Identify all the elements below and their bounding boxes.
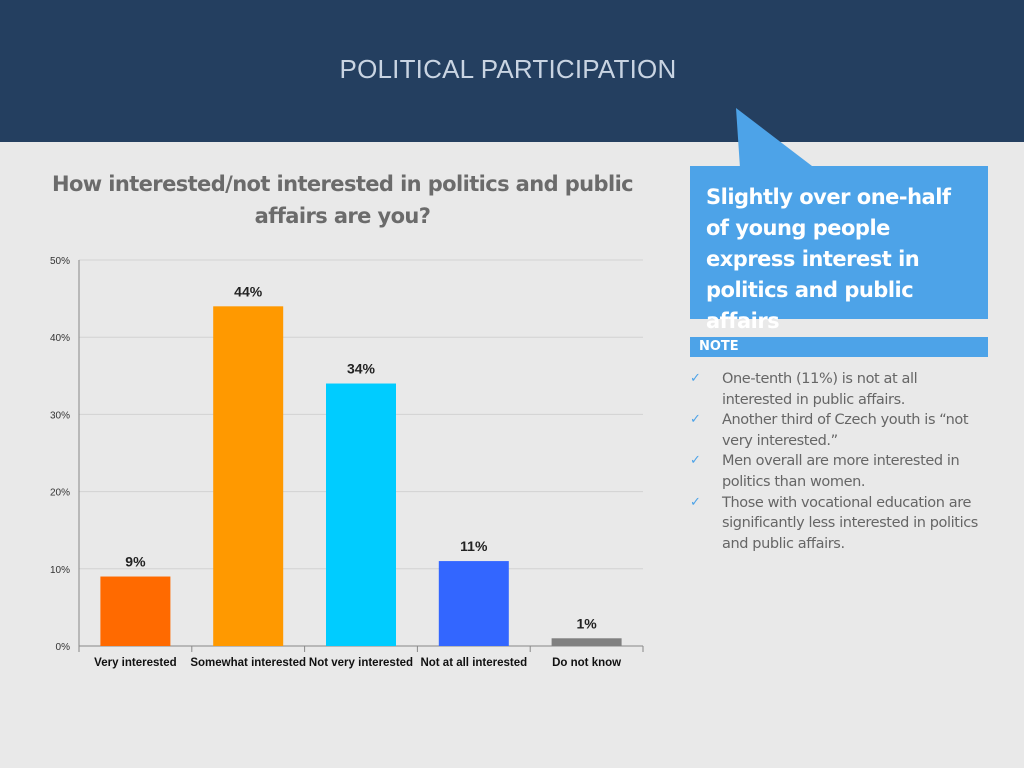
data-label: 1%: [576, 615, 597, 631]
note-item-text: Men overall are more interested in polit…: [722, 453, 960, 490]
chart-title: How interested/not interested in politic…: [51, 172, 634, 228]
check-icon: ✓: [690, 412, 701, 428]
page-title: POLITICAL PARTICIPATION: [339, 54, 677, 84]
note-item: ✓ Another third of Czech youth is “not v…: [690, 410, 990, 451]
bar: [326, 383, 396, 646]
callout-text: Slightly over one-half of young people e…: [706, 185, 951, 333]
check-icon: ✓: [690, 371, 701, 386]
y-tick-label: 50%: [50, 256, 70, 267]
note-list: ✓ One-tenth (11%) is not at all interest…: [690, 369, 990, 554]
data-label: 44%: [234, 283, 263, 299]
y-tick-label: 40%: [50, 333, 70, 344]
note-item: ✓ One-tenth (11%) is not at all interest…: [690, 369, 990, 410]
check-icon: ✓: [690, 453, 701, 469]
bar: [551, 638, 622, 646]
note-item-text: One-tenth (11%) is not at all interested…: [722, 371, 918, 408]
note-header: NOTE: [690, 337, 988, 357]
y-tick-label: 0%: [56, 642, 71, 653]
y-tick-label: 20%: [50, 488, 70, 499]
category-label: Somewhat interested: [190, 657, 306, 669]
callout-box: [690, 108, 988, 319]
note-item-text: Another third of Czech youth is “not ver…: [722, 412, 969, 449]
header-banner: POLITICAL PARTICIPATION: [0, 0, 1024, 142]
note-label: NOTE: [699, 339, 739, 354]
category-label: Very interested: [94, 657, 176, 669]
data-label: 34%: [347, 361, 376, 377]
note-item: ✓ Those with vocational education are si…: [690, 493, 990, 555]
y-tick-label: 10%: [50, 565, 70, 576]
callout-background: [690, 166, 988, 319]
note-item: ✓ Men overall are more interested in pol…: [690, 451, 990, 492]
category-label: Not very interested: [309, 657, 413, 669]
category-label: Do not know: [552, 657, 621, 669]
callout-pointer: [736, 108, 812, 168]
data-label: 11%: [460, 538, 488, 554]
bar: [100, 576, 171, 646]
y-tick-label: 30%: [50, 410, 70, 421]
category-label: Not at all interested: [420, 657, 527, 669]
bar: [438, 561, 509, 646]
bar-chart: 0% 10% 20% 30% 40% 50% 9% Very interested 44% Som…: [50, 256, 644, 669]
note-item-text: Those with vocational education are sign…: [722, 494, 978, 552]
bar: [213, 306, 284, 646]
data-label: 9%: [125, 554, 146, 570]
check-icon: ✓: [690, 494, 701, 510]
